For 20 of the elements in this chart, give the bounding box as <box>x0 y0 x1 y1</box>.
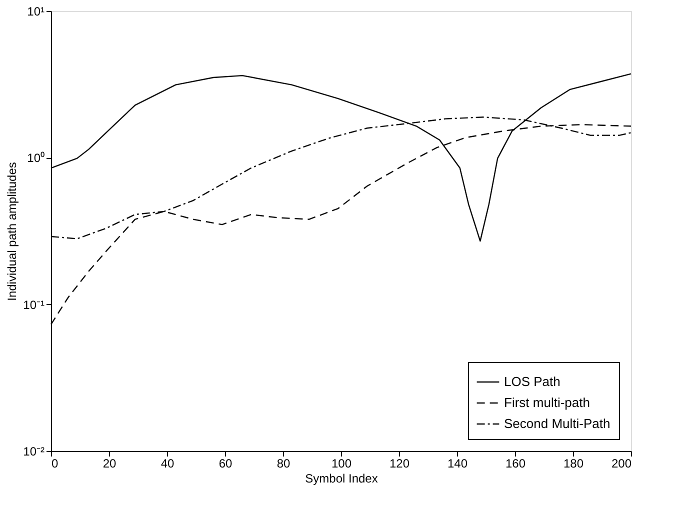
legend-label: Second Multi-Path <box>504 416 610 431</box>
x-tick-label: 80 <box>276 456 290 470</box>
y-tick-label: 10⁻² <box>23 444 45 458</box>
x-tick-label: 0 <box>52 456 58 470</box>
y-tick-label: 10¹ <box>27 4 45 18</box>
x-tick-label: 40 <box>160 456 174 470</box>
x-tick-label: 140 <box>447 456 468 470</box>
legend-label: LOS Path <box>504 374 560 389</box>
y-axis-title: Individual path amplitudes <box>5 162 20 301</box>
x-tick-label: 20 <box>102 456 116 470</box>
y-tick-label: 10⁻¹ <box>23 298 45 312</box>
x-tick-label: 200 <box>611 456 632 470</box>
legend-label: First multi-path <box>504 395 590 410</box>
x-tick-label: 60 <box>218 456 232 470</box>
x-tick-label: 120 <box>389 456 410 470</box>
x-tick-label: 160 <box>505 456 526 470</box>
x-tick-label: 100 <box>331 456 352 470</box>
y-tick-label: 10⁰ <box>27 151 44 166</box>
x-tick-label: 180 <box>563 456 584 470</box>
x-axis-title: Symbol Index <box>305 472 378 486</box>
